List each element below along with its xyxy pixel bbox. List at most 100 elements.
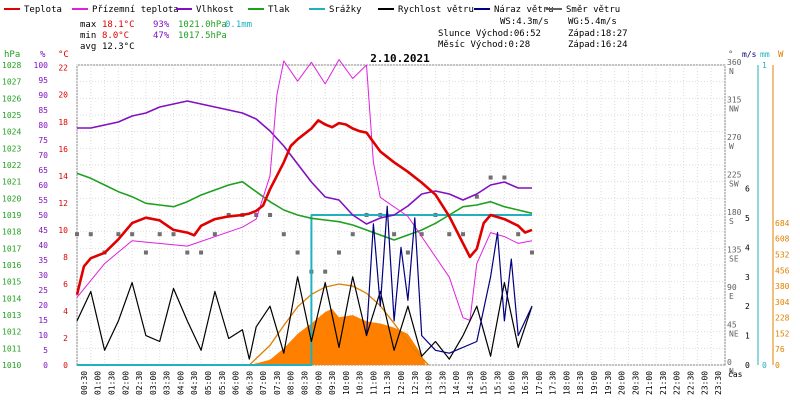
- legend: Teplota Přízemní teplota Vlhkost Tlak Srážky…: [4, 5, 620, 15]
- hpa-unit: hPa: [4, 50, 20, 60]
- w-tick-label: 76: [775, 345, 785, 354]
- time-tick-label: 16:30: [521, 371, 530, 395]
- dir-label: S: [729, 217, 734, 226]
- mm-tick-label: 1: [762, 61, 767, 70]
- wind-dir-dot: [488, 175, 493, 180]
- wind-dir-dot: [88, 232, 93, 237]
- pct-tick-label: 70: [38, 151, 48, 160]
- legend-label: Srážky: [329, 5, 362, 15]
- ms-tick-label: 0: [745, 361, 750, 370]
- time-tick-label: 05:30: [218, 371, 227, 395]
- time-tick-label: 23:00: [700, 371, 709, 395]
- pct-tick-label: 15: [38, 316, 48, 325]
- w-tick-label: 228: [775, 314, 790, 323]
- info-moonset: Západ:16:24: [568, 40, 628, 50]
- deg-tick-label: 90: [727, 283, 737, 292]
- hpa-tick-label: 1016: [2, 261, 21, 270]
- wind-dir-dot: [268, 213, 273, 217]
- time-tick-label: 17:00: [535, 371, 544, 395]
- time-tick-label: 23:30: [714, 371, 723, 395]
- pct-tick-label: 65: [38, 166, 48, 175]
- degc-tick-label: 8: [63, 253, 68, 262]
- pct-tick-label: 25: [38, 286, 48, 295]
- time-tick-label: 01:00: [94, 371, 103, 395]
- time-tick-label: 20:30: [631, 371, 640, 395]
- stat-max-hum: 93%: [153, 20, 170, 30]
- info-moon: Měsíc Východ:0:28: [438, 40, 530, 50]
- pct-tick-label: 95: [38, 76, 48, 85]
- time-tick-label: 12:00: [397, 371, 406, 395]
- time-tick-label: 16:00: [507, 371, 516, 395]
- info-sunset: Západ:18:27: [568, 29, 628, 39]
- time-tick-label: 22:30: [687, 371, 696, 395]
- pct-tick-label: 100: [34, 61, 49, 70]
- wind-dir-dot: [295, 250, 300, 255]
- hpa-tick-label: 1017: [2, 244, 21, 253]
- time-tick-label: 18:30: [576, 371, 585, 395]
- solar-series: [77, 283, 532, 366]
- humidity-line: [77, 100, 532, 225]
- time-tick-label: 11:00: [369, 371, 378, 395]
- degc-tick-label: 6: [63, 280, 68, 289]
- hpa-tick-label: 1013: [2, 311, 21, 320]
- time-tick-label: 22:00: [673, 371, 682, 395]
- pct-tick-label: 80: [38, 121, 48, 130]
- dir-label: E: [729, 292, 734, 301]
- pct-tick-label: 45: [38, 226, 48, 235]
- deg-tick-label: 360: [727, 58, 742, 67]
- wind-dir-dot: [212, 232, 217, 237]
- stat-min-press: 1017.5hPa: [178, 31, 227, 41]
- mm-tick-label: 0: [762, 361, 767, 370]
- wind-dir-dot: [116, 232, 121, 237]
- stat-max-temp: 18.1°C: [102, 20, 135, 30]
- wind-dir-dot: [447, 232, 452, 237]
- wind-dir-dot: [502, 175, 507, 180]
- pct-tick-label: 85: [38, 106, 48, 115]
- stat-min-temp: 8.0°C: [102, 31, 129, 41]
- time-tick-label: 05:00: [204, 371, 213, 395]
- hpa-tick-label: 1024: [2, 128, 21, 137]
- time-tick-label: 17:30: [549, 371, 558, 395]
- time-tick-label: 10:30: [356, 371, 365, 395]
- dir-label: NW: [729, 105, 739, 114]
- degc-tick-label: 0: [63, 361, 68, 370]
- deg-tick-label: 315: [727, 96, 742, 105]
- pct-tick-label: 30: [38, 271, 48, 280]
- time-tick-label: 06:30: [245, 371, 254, 395]
- ground-temp-line: [76, 59, 533, 321]
- hpa-tick-label: 1012: [2, 328, 21, 337]
- ms-unit: m/s: [742, 50, 757, 59]
- dir-label: NE: [729, 330, 739, 339]
- hpa-tick-label: 1015: [2, 278, 21, 287]
- deg-tick-label: 180: [727, 208, 742, 217]
- wind-dir-dot: [474, 194, 479, 199]
- solar-clear-line: [248, 283, 430, 366]
- time-tick-label: 01:30: [107, 371, 116, 395]
- stat-avg-label: avg: [80, 42, 96, 52]
- pressure-line: [76, 172, 533, 241]
- temperature-line: [75, 119, 533, 296]
- axes: 1010101110121013101410151016101710181019…: [2, 50, 790, 395]
- wind-dir-dot: [419, 232, 424, 237]
- dir-label: N: [729, 67, 734, 76]
- stat-max-press: 1021.0hPa: [178, 20, 227, 30]
- time-tick-label: 11:30: [383, 371, 392, 395]
- legend-label: Teplota: [24, 5, 62, 15]
- info-ws: WS:4.3m/s: [500, 17, 549, 27]
- wind-dir-dot: [185, 250, 190, 255]
- hpa-tick-label: 1021: [2, 178, 21, 187]
- wind-dir-dot: [254, 213, 259, 217]
- stat-avg-temp: 12.3°C: [102, 42, 135, 52]
- time-tick-label: 13:30: [438, 371, 447, 395]
- legend-label: Rychlost větru: [398, 5, 474, 15]
- pct-tick-label: 50: [38, 211, 48, 220]
- dir-label: W: [729, 142, 734, 151]
- wind-dir-dot: [529, 250, 534, 255]
- hpa-tick-label: 1014: [2, 294, 21, 303]
- time-tick-label: 02:30: [135, 371, 144, 395]
- pct-tick-label: 35: [38, 256, 48, 265]
- time-tick-label: 00:30: [80, 371, 89, 395]
- wind-dir-dot: [75, 232, 79, 237]
- time-tick-label: 12:30: [411, 371, 420, 395]
